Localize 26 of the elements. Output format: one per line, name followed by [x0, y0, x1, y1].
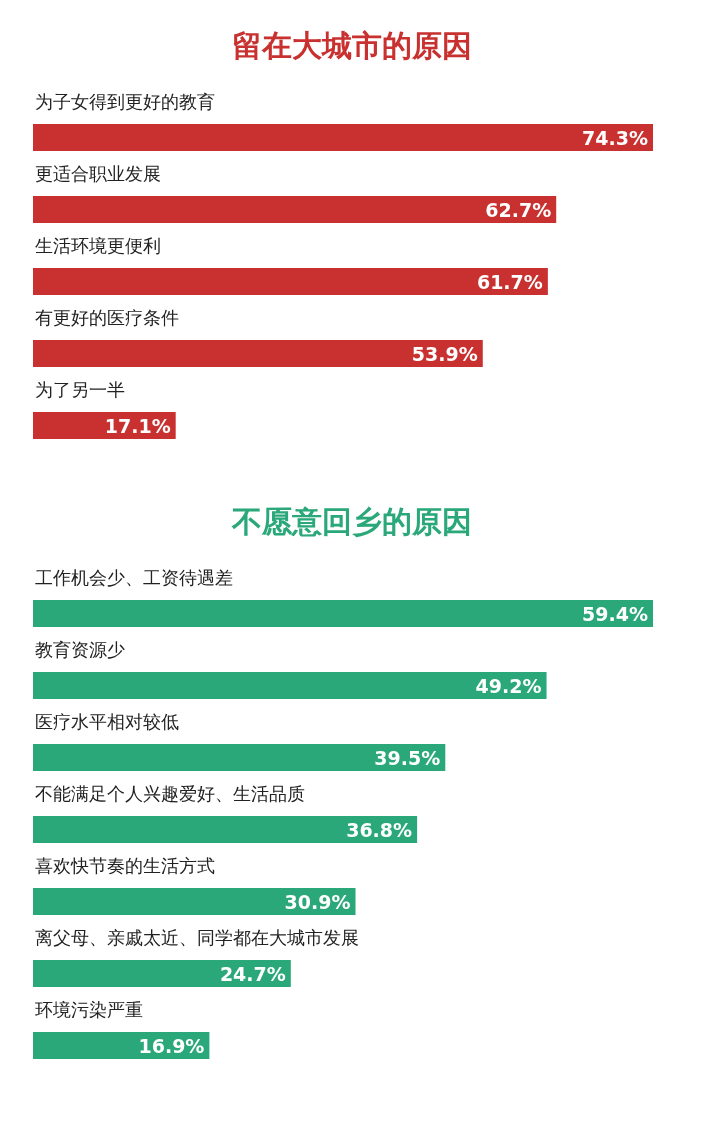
y-tick-label: 为子女得到更好的教育	[35, 91, 215, 112]
data-label: 53.9%	[411, 343, 478, 365]
chart-title: 留在大城市的原因	[232, 28, 472, 63]
data-label: 74.3%	[582, 127, 648, 149]
data-label: 61.7%	[476, 271, 543, 293]
y-tick-label: 更适合职业发展	[35, 163, 161, 184]
data-label: 59.4%	[582, 603, 648, 625]
data-label: 16.9%	[138, 1035, 205, 1057]
data-label: 30.9%	[284, 891, 351, 913]
y-tick-label: 医疗水平相对较低	[35, 711, 179, 732]
data-label: 49.2%	[475, 675, 542, 697]
data-label: 36.8%	[346, 819, 413, 841]
y-tick-label: 不能满足个人兴趣爱好、生活品质	[35, 783, 305, 804]
y-tick-label: 教育资源少	[35, 639, 125, 660]
y-tick-label: 有更好的医疗条件	[35, 307, 179, 328]
y-tick-label: 环境污染严重	[35, 999, 143, 1020]
y-tick-label: 生活环境更便利	[35, 235, 161, 256]
y-tick-label: 离父母、亲戚太近、同学都在大城市发展	[35, 927, 359, 948]
data-label: 17.1%	[104, 415, 171, 437]
y-tick-label: 工作机会少、工资待遇差	[35, 567, 233, 588]
y-tick-label: 为了另一半	[35, 379, 125, 400]
data-label: 24.7%	[219, 963, 286, 985]
y-tick-label: 喜欢快节奏的生活方式	[35, 855, 215, 876]
data-label: 39.5%	[374, 747, 441, 769]
data-label: 62.7%	[485, 199, 552, 221]
chart-title: 不愿意回乡的原因	[231, 504, 472, 539]
